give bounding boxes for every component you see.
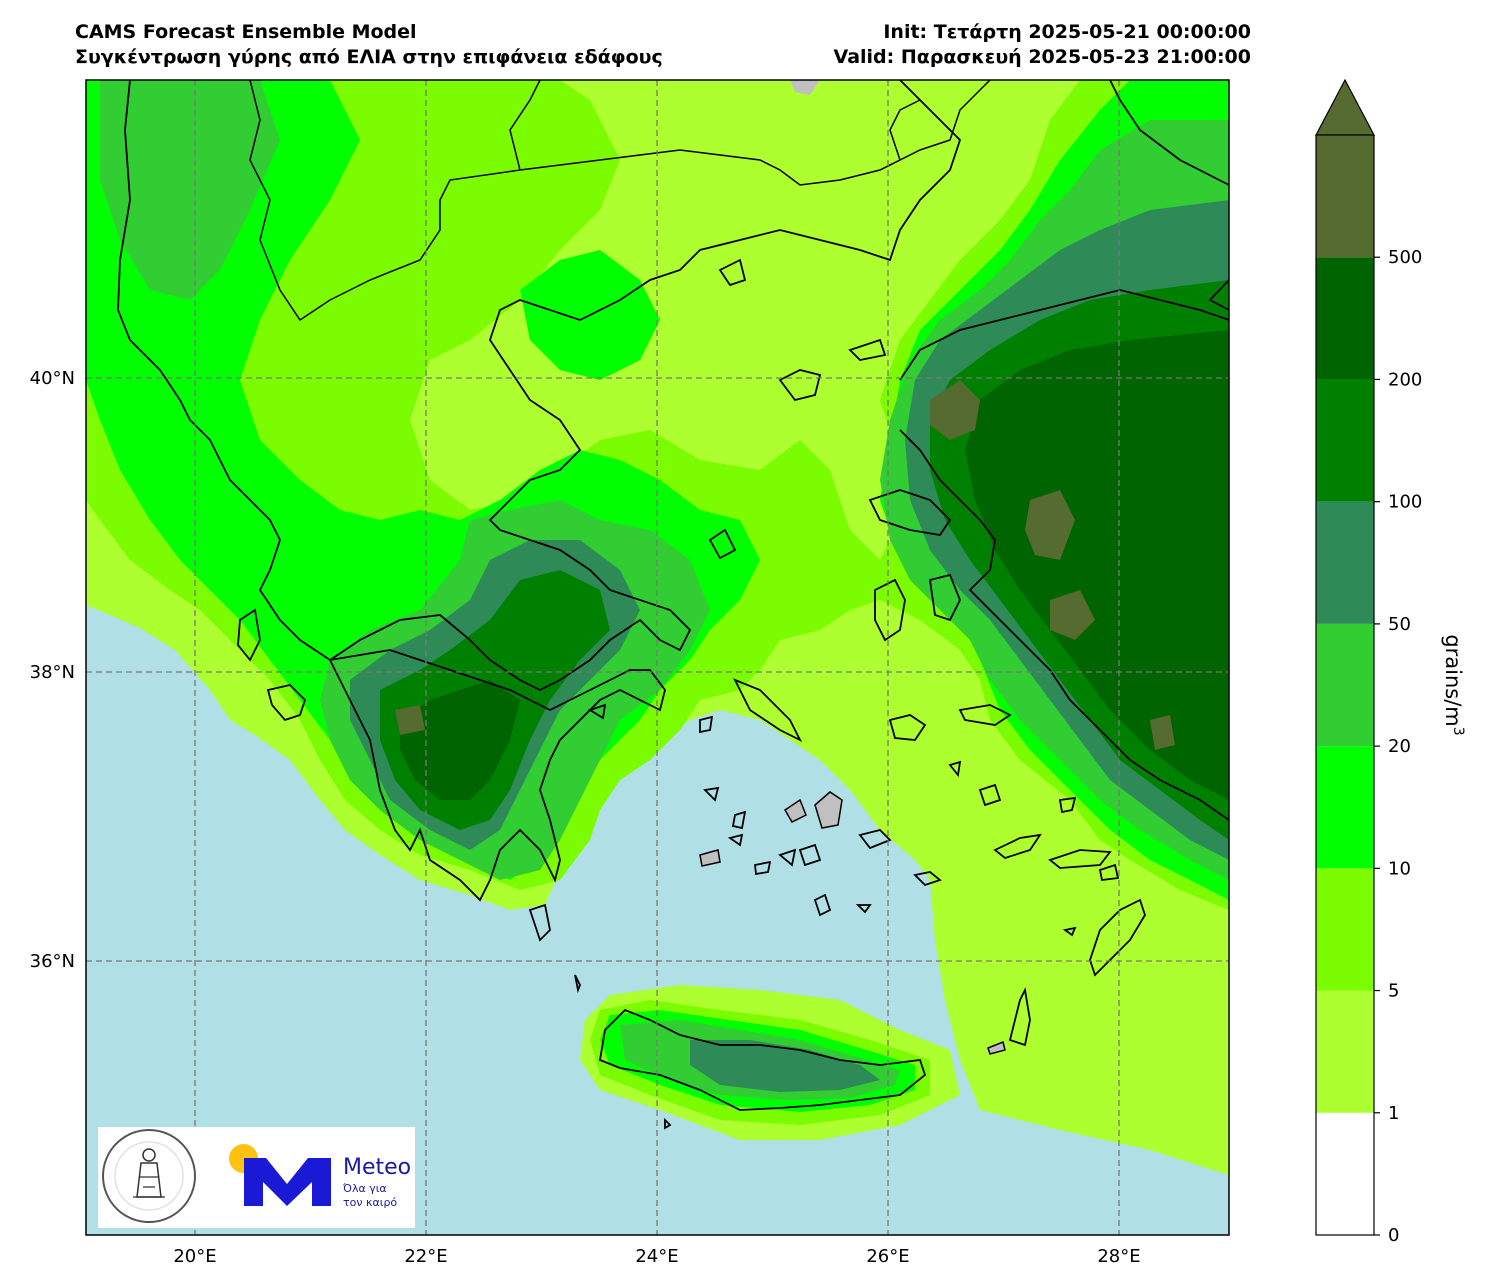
observatory-figure-icon: [133, 1148, 165, 1198]
slogan-line-1: Όλα για: [343, 1182, 387, 1195]
pollen-zone-level-8-c: [1050, 590, 1095, 640]
variable-title: Συγκέντρωση γύρης από ΕΛΙΑ στην επιφάνει…: [75, 46, 663, 68]
lat-tick-label: 38°N: [30, 662, 75, 683]
colorbar-level-label: 0: [1388, 1225, 1399, 1246]
colorbar-labels: 0 1 5 10 20 50 100 200 500: [1374, 247, 1422, 1246]
grey-island-patch-1: [814, 791, 843, 829]
map-frame: [85, 79, 1230, 1236]
colorbar-segment: [1316, 623, 1374, 747]
colorbar-level-label: 10: [1388, 858, 1411, 879]
colorbar-segment: [1316, 868, 1374, 991]
colorbar-segment: [1316, 1112, 1374, 1235]
colorbar-segments: [1316, 135, 1374, 1235]
pollen-zone-level-8-e: [395, 705, 425, 735]
slogan-line-2: τον καιρό: [343, 1196, 398, 1209]
lon-tick-label: 22°E: [404, 1246, 447, 1267]
grey-island-patch-2: [783, 798, 807, 823]
longitude-labels: 20°E 22°E 24°E 26°E 28°E: [173, 1246, 1140, 1267]
lon-tick-label: 20°E: [173, 1246, 216, 1267]
colorbar-segment: [1316, 257, 1374, 380]
valid-time: Valid: Παρασκευή 2025-05-23 21:00:00: [833, 46, 1251, 68]
coastlines: [117, 80, 1229, 1130]
grey-island-patch-3: [699, 849, 721, 867]
latitude-labels: 40°N 38°N 36°N: [30, 368, 75, 972]
colorbar-level-label: 200: [1388, 369, 1422, 390]
pollen-zone-level-8-a: [930, 380, 980, 440]
colorbar-level-label: 1: [1388, 1103, 1399, 1124]
colorbar-segment: [1316, 746, 1374, 869]
colorbar-extend-arrow: [1315, 78, 1375, 136]
gridlines: [86, 80, 1229, 1235]
colorbar-level-label: 5: [1388, 981, 1399, 1002]
lat-tick-label: 36°N: [30, 951, 75, 972]
pollen-zone-level-8-b: [1025, 490, 1075, 560]
colorbar-segment: [1316, 135, 1374, 258]
colorbar-segment: [1316, 990, 1374, 1113]
model-title: CAMS Forecast Ensemble Model: [75, 21, 417, 43]
colorbar-title-exponent: 3: [1450, 727, 1466, 736]
colorbar-segment: [1316, 501, 1374, 624]
init-time: Init: Τετάρτη 2025-05-21 00:00:00: [883, 21, 1251, 43]
colorbar-level-label: 50: [1388, 614, 1411, 635]
grey-island-patch-4: [987, 1040, 1006, 1055]
brand-name: Meteo: [343, 1155, 412, 1180]
pollen-zone-level-4-north: [100, 80, 280, 300]
meteo-m-logo-icon: [244, 1158, 331, 1206]
crete-zone-level-5: [690, 1040, 880, 1092]
lat-tick-label: 40°N: [30, 368, 75, 389]
colorbar-level-label: 20: [1388, 736, 1411, 757]
colorbar-level-label: 500: [1388, 247, 1422, 268]
observatory-seal-icon: [102, 1129, 196, 1223]
colorbar-title: grains/m3: [1441, 634, 1466, 735]
grey-patch-north: [790, 80, 820, 95]
map-header-left: CAMS Forecast Ensemble Model Συγκέντρωση…: [75, 20, 663, 70]
pollen-zone-level-8-d: [1150, 715, 1175, 750]
colorbar-level-label: 100: [1388, 492, 1422, 513]
lon-tick-label: 24°E: [635, 1246, 678, 1267]
brand-slogan: Όλα για τον καιρό: [343, 1182, 397, 1210]
lon-tick-label: 26°E: [866, 1246, 909, 1267]
colorbar-title-text: grains/m: [1441, 634, 1465, 726]
logos-panel: Meteo Όλα για τον καιρό: [98, 1127, 415, 1228]
colorbar-segment: [1316, 379, 1374, 502]
colorbar-frame: [1315, 134, 1375, 1236]
country-borders: [249, 80, 991, 322]
colorbar: 0 1 5 10 20 50 100 200 500 grains/m3: [1315, 78, 1466, 1246]
pollen-zone-level-7-east: [965, 330, 1229, 800]
lon-tick-label: 28°E: [1097, 1246, 1140, 1267]
pollen-zone-level-7: [400, 680, 520, 800]
map-header-right: Init: Τετάρτη 2025-05-21 00:00:00 Valid:…: [834, 20, 1251, 70]
